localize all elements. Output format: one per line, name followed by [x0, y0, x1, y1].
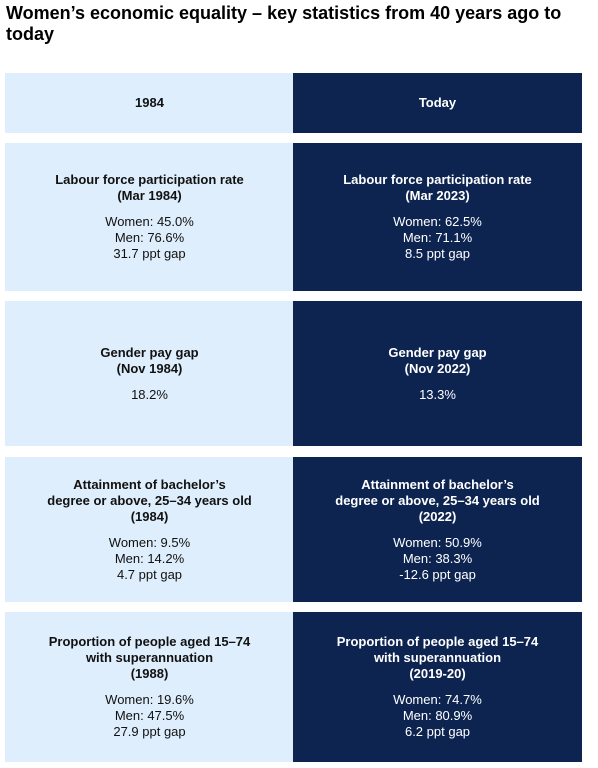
stat-women: Women: 50.9% — [393, 534, 482, 550]
stat-women: Women: 62.5% — [393, 214, 482, 229]
stat-gap: 31.7 ppt gap — [113, 246, 186, 261]
metric-label: Labour force participation rate — [343, 172, 532, 187]
metric-label-line-2: with superannuation — [373, 650, 502, 665]
metric-label-line-1: Attainment of bachelor’s — [361, 476, 514, 492]
stat-gap: 8.5 ppt gap — [404, 246, 471, 261]
card-pay-gap-1984: Gender pay gap (Nov 1984) 18.2% — [5, 301, 294, 446]
metric-period: (2019-20) — [409, 666, 466, 681]
metric-label-line-1: Proportion of people aged 15–74 — [48, 634, 251, 649]
metric-period: (2022) — [418, 508, 457, 524]
stat-gap: -12.6 ppt gap — [399, 566, 476, 582]
card-labour-force-1984: Labour force participation rate (Mar 198… — [5, 143, 294, 291]
stat-women: Women: 74.7% — [393, 692, 482, 707]
metric-period: (Nov 2022) — [404, 360, 471, 376]
metric-label: Gender pay gap — [100, 344, 199, 360]
column-header-today: Today — [293, 73, 582, 133]
stat-gap: 4.7 ppt gap — [116, 566, 183, 582]
card-bachelor-today: Attainment of bachelor’s degree or above… — [293, 457, 582, 602]
card-superannuation-today: Proportion of people aged 15–74 with sup… — [293, 612, 582, 762]
metric-period: (Nov 1984) — [116, 360, 183, 376]
column-header-1984: 1984 — [5, 73, 294, 133]
stat-women: Women: 19.6% — [105, 692, 194, 707]
stat-gap: 6.2 ppt gap — [404, 724, 471, 739]
stat-men: Men: 76.6% — [114, 230, 185, 245]
card-bachelor-1984: Attainment of bachelor’s degree or above… — [5, 457, 294, 602]
stat-women: Women: 45.0% — [105, 214, 194, 229]
metric-label-line-2: degree or above, 25–34 years old — [47, 492, 252, 508]
card-labour-force-today: Labour force participation rate (Mar 202… — [293, 143, 582, 291]
metric-period: (Mar 1984) — [117, 188, 182, 203]
metric-period: (1988) — [130, 666, 169, 681]
stat-value: 13.3% — [419, 386, 456, 402]
card-superannuation-1984: Proportion of people aged 15–74 with sup… — [5, 612, 294, 762]
metric-label-line-1: Attainment of bachelor’s — [73, 476, 226, 492]
metric-period: (1984) — [130, 508, 169, 524]
metric-label-line-2: degree or above, 25–34 years old — [335, 492, 540, 508]
card-pay-gap-today: Gender pay gap (Nov 2022) 13.3% — [293, 301, 582, 446]
stat-men: Men: 80.9% — [402, 708, 473, 723]
stat-men: Men: 71.1% — [402, 230, 473, 245]
stat-value: 18.2% — [131, 386, 168, 402]
metric-label-line-1: Proportion of people aged 15–74 — [336, 634, 539, 649]
stat-women: Women: 9.5% — [108, 534, 191, 550]
stat-men: Men: 38.3% — [402, 550, 473, 566]
stat-men: Men: 14.2% — [114, 550, 185, 566]
page-title: Women’s economic equality – key statisti… — [6, 3, 562, 44]
metric-label-line-2: with superannuation — [85, 650, 214, 665]
stat-men: Men: 47.5% — [114, 708, 185, 723]
metric-label: Gender pay gap — [388, 344, 487, 360]
metric-period: (Mar 2023) — [405, 188, 470, 203]
stat-gap: 27.9 ppt gap — [113, 724, 186, 739]
metric-label: Labour force participation rate — [55, 172, 244, 187]
